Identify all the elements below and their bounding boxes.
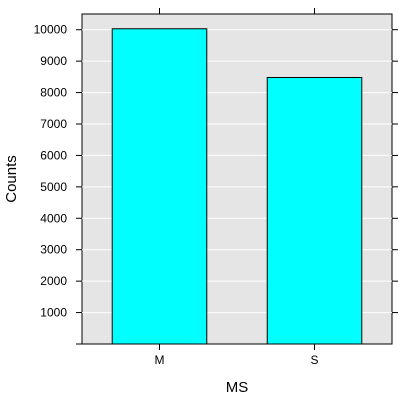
bar-M — [111, 28, 208, 345]
x-tick-label: S — [310, 353, 318, 367]
y-tick-label: 1000 — [40, 306, 67, 320]
x-axis-label: MS — [226, 379, 249, 396]
y-axis: 1000 2000 3000 4000 5000 6000 7000 8000 9000 1000… — [34, 23, 398, 345]
bar-S — [266, 76, 363, 345]
x-tick-label: M — [155, 353, 165, 367]
y-tick-label: 2000 — [40, 274, 67, 288]
y-axis-label: Counts — [3, 155, 20, 203]
y-tick-label: 6000 — [40, 148, 67, 162]
y-tick-label: 8000 — [40, 86, 67, 100]
y-tick-label: 10000 — [34, 23, 68, 37]
y-tick-label: 3000 — [40, 243, 67, 257]
y-tick-label: 5000 — [40, 180, 67, 194]
y-tick-label: 9000 — [40, 54, 67, 68]
y-tick-label: 7000 — [40, 117, 67, 131]
y-tick-label: 4000 — [40, 211, 67, 225]
